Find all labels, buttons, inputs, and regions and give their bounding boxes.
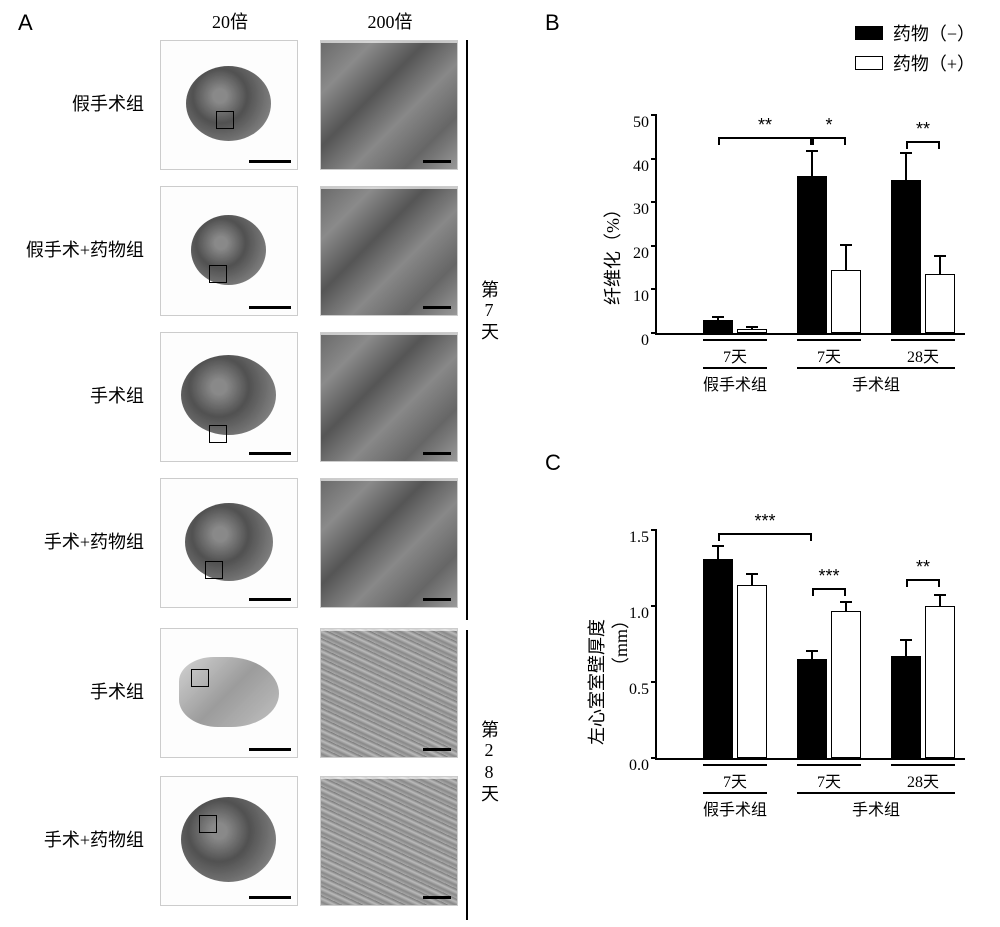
xgroup-label: 7天 xyxy=(703,343,767,367)
legend-swatch-black xyxy=(855,26,883,40)
micrograph-20x xyxy=(160,332,298,462)
bar xyxy=(797,659,827,758)
row-label: 假手术+药物组 xyxy=(0,241,150,261)
chart-c-plot: 0.00.51.01.57天7天28天假手术组手术组******** xyxy=(655,530,965,760)
bar xyxy=(703,559,733,758)
sig-label: *** xyxy=(818,566,839,587)
bar xyxy=(703,320,733,333)
bar xyxy=(831,611,861,758)
col-header-20x: 20倍 xyxy=(160,8,300,34)
panel-a: A 20倍 200倍 假手术组假手术+药物组手术组手术+药物组手术组手术+药物组… xyxy=(0,0,500,927)
bar xyxy=(737,329,767,333)
group-bar-day28 xyxy=(466,630,468,920)
legend-item-plus: 药物（+） xyxy=(855,50,975,76)
xgroup-label: 28天 xyxy=(891,768,955,792)
chart-b: 纤维化（%） 010203040507天7天28天假手术组手术组***** xyxy=(585,85,985,425)
micrograph-20x xyxy=(160,628,298,758)
group-bar-day7 xyxy=(466,40,468,620)
row-label: 假手术组 xyxy=(0,95,150,115)
ytick-label: 1.0 xyxy=(629,605,657,623)
bar xyxy=(891,180,921,333)
row-label: 手术+药物组 xyxy=(0,831,150,851)
legend-swatch-white xyxy=(855,56,883,70)
bar xyxy=(797,176,827,333)
xsuper-label: 假手术组 xyxy=(693,796,777,820)
ytick-label: 1.5 xyxy=(629,529,657,547)
legend: 药物（−） 药物（+） xyxy=(855,20,975,80)
ytick-label: 0.5 xyxy=(629,681,657,699)
legend-label-minus: 药物（−） xyxy=(893,20,975,46)
micrograph-200x xyxy=(320,776,458,906)
chart-b-ylabel: 纤维化（%） xyxy=(599,200,625,305)
bar xyxy=(925,274,955,333)
group-label-day28: 第28天 xyxy=(476,720,502,804)
bar xyxy=(891,656,921,758)
xsuper-label: 手术组 xyxy=(797,796,955,820)
micrograph-200x xyxy=(320,332,458,462)
panel-right: B C 药物（−） 药物（+） 纤维化（%） 0 10 20 30 40 50 7天 7天 28… xyxy=(530,0,995,927)
xgroup-label: 28天 xyxy=(891,343,955,367)
bar xyxy=(737,585,767,758)
bar xyxy=(925,606,955,758)
ytick-label: 50 xyxy=(633,114,657,132)
row-label: 手术组 xyxy=(0,683,150,703)
sig-label: ** xyxy=(916,557,930,578)
group-label-day7: 第7天 xyxy=(476,280,502,342)
ytick-label: 30 xyxy=(633,201,657,219)
micrograph-200x xyxy=(320,40,458,170)
bar xyxy=(831,270,861,333)
sig-label: * xyxy=(825,115,832,136)
xsuper-label: 手术组 xyxy=(797,371,955,395)
chart-b-plot: 010203040507天7天28天假手术组手术组***** xyxy=(655,115,965,335)
legend-label-plus: 药物（+） xyxy=(893,50,975,76)
xgroup-label: 7天 xyxy=(703,768,767,792)
sig-label: ** xyxy=(916,119,930,140)
xgroup-label: 7天 xyxy=(797,343,861,367)
micrograph-20x xyxy=(160,478,298,608)
panel-a-label: A xyxy=(18,10,33,36)
chart-c: 左心室室壁厚度 （mm） 0.00.51.01.57天7天28天假手术组手术组*… xyxy=(585,490,985,885)
ytick-label: 20 xyxy=(633,245,657,263)
legend-item-minus: 药物（−） xyxy=(855,20,975,46)
ytick-label: 40 xyxy=(633,158,657,176)
row-label: 手术组 xyxy=(0,387,150,407)
xgroup-label: 7天 xyxy=(797,768,861,792)
sig-label: *** xyxy=(754,511,775,532)
row-label: 手术+药物组 xyxy=(0,533,150,553)
micrograph-20x xyxy=(160,40,298,170)
chart-c-ylabel: 左心室室壁厚度 xyxy=(583,619,609,745)
ytick-label: 10 xyxy=(633,288,657,306)
sig-label: ** xyxy=(758,115,772,136)
micrograph-20x xyxy=(160,776,298,906)
ytick-label: 0 xyxy=(641,332,657,350)
ytick-label: 0.0 xyxy=(629,757,657,775)
xsuper-label: 假手术组 xyxy=(693,371,777,395)
micrograph-20x xyxy=(160,186,298,316)
micrograph-200x xyxy=(320,186,458,316)
panel-b-label: B xyxy=(545,10,560,36)
micrograph-200x xyxy=(320,478,458,608)
micrograph-200x xyxy=(320,628,458,758)
col-header-200x: 200倍 xyxy=(320,8,460,34)
panel-c-label: C xyxy=(545,450,561,476)
